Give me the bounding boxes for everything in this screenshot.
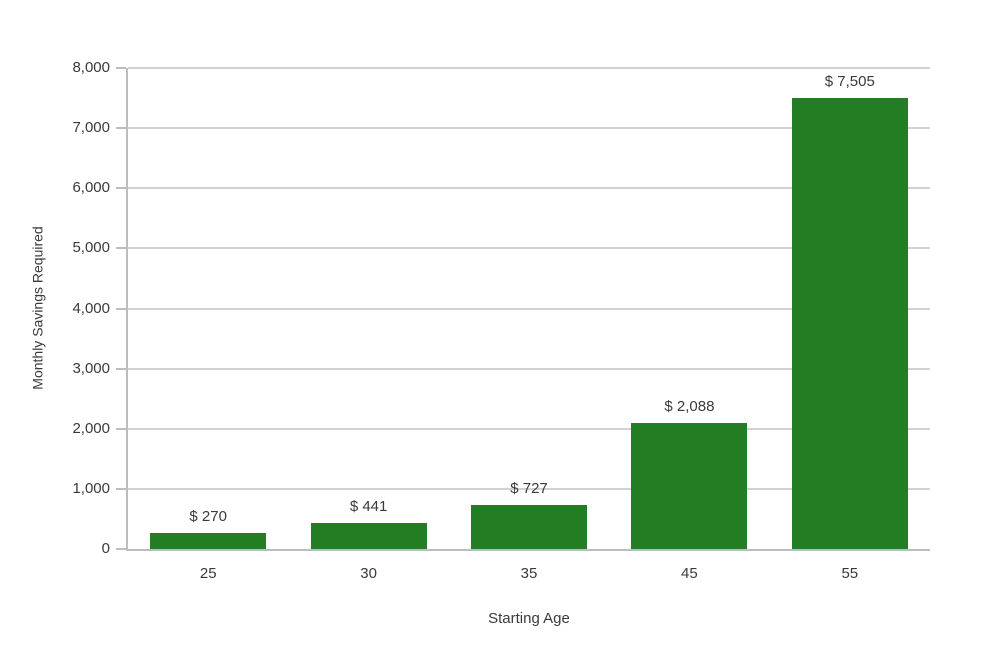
x-tick-label: 45	[681, 565, 698, 582]
x-tick-label: 55	[841, 565, 859, 582]
bar-value-label: $ 727	[510, 480, 548, 498]
bar-age-30	[310, 522, 427, 549]
gridline	[128, 487, 930, 490]
gridline	[128, 247, 930, 250]
gridline	[128, 427, 930, 430]
gridline	[128, 67, 930, 69]
bar-value-label: $ 441	[349, 497, 388, 515]
y-tick-label: 6,000	[72, 179, 110, 197]
y-tick-label: 2,000	[72, 419, 110, 437]
y-tickmark	[116, 307, 126, 310]
y-tickmark	[116, 67, 126, 69]
gridline	[128, 367, 930, 370]
x-axis-line	[126, 549, 930, 551]
gridline	[128, 307, 930, 310]
bar-age-55	[791, 97, 908, 549]
y-tickmark	[116, 367, 126, 370]
gridline	[128, 187, 930, 190]
x-tick-label: 35	[520, 565, 538, 582]
y-tick-label: 1,000	[72, 479, 110, 497]
x-axis-title: Starting Age	[488, 610, 570, 627]
y-tickmark	[116, 487, 126, 490]
bar-age-45	[631, 423, 748, 549]
y-tickmark	[116, 127, 126, 130]
y-tick-label: 7,000	[72, 119, 110, 137]
gridline	[128, 127, 930, 130]
bar-age-35	[471, 505, 587, 549]
bar-value-label: $ 270	[189, 507, 227, 525]
plot-area: 0 1,000 2,000 3,000 4,000 5,000 6,000 7,000 8,00…	[72, 59, 930, 582]
bar-age-25	[150, 532, 267, 549]
y-tickmark	[116, 187, 126, 190]
y-tickmark	[116, 247, 126, 250]
y-tick-label: 0	[101, 540, 110, 557]
bar-value-label: $ 2,088	[664, 398, 715, 416]
x-tick-label: 30	[360, 565, 377, 582]
y-axis-line	[126, 68, 128, 549]
y-tickmark	[116, 427, 126, 430]
y-tick-label: 4,000	[72, 299, 110, 317]
y-tick-label: 5,000	[72, 239, 110, 257]
y-tick-label: 3,000	[72, 359, 110, 377]
y-tickmark	[116, 548, 126, 550]
bar-value-label: $ 7,505	[824, 72, 875, 90]
x-tick-label: 25	[199, 565, 217, 582]
y-tick-label: 8,000	[72, 59, 110, 76]
